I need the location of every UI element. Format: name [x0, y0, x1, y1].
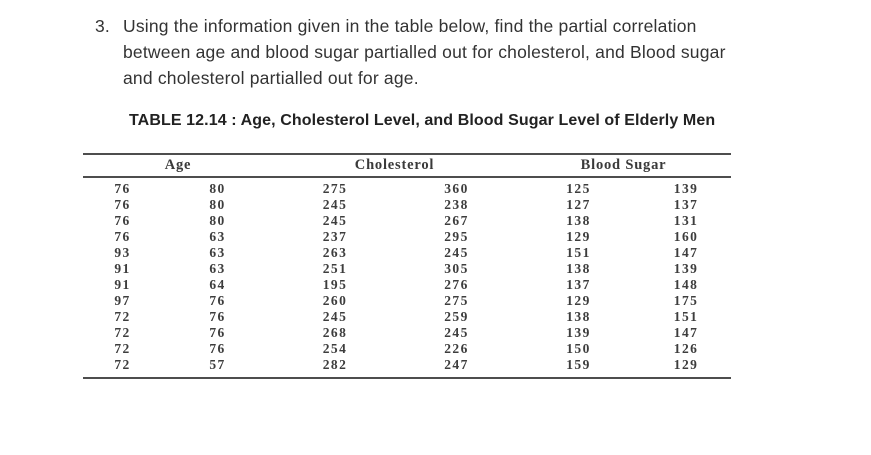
table-cell: 238: [444, 197, 469, 212]
table-cell: 245: [322, 213, 348, 228]
table-cell: 147: [673, 245, 699, 260]
table-cell: 80: [209, 181, 226, 196]
problem-statement: 3. Using the information given in the ta…: [95, 13, 726, 91]
table-cell: 159: [566, 357, 591, 372]
table-row: 97 76 260 275 129 175: [83, 293, 731, 309]
table-cell: 126: [673, 341, 699, 356]
table-row: 76 80 275 360 125 139: [83, 177, 731, 197]
table-row: 72 76 254 226 150 126: [83, 341, 731, 357]
table-cell: 268: [322, 325, 348, 340]
table-cell: 72: [114, 325, 131, 340]
table-cell: 127: [566, 197, 591, 212]
table-row: 76 80 245 238 127 137: [83, 197, 731, 213]
table-cell: 275: [322, 181, 348, 196]
table-title: TABLE 12.14 : Age, Cholesterol Level, an…: [129, 112, 716, 129]
table-cell: 305: [444, 261, 469, 276]
table-row: 76 80 245 267 138 131: [83, 213, 731, 229]
table-cell: 267: [444, 213, 469, 228]
table-cell: 57: [209, 357, 226, 372]
table-cell: 76: [114, 229, 131, 244]
table-cell: 76: [209, 325, 226, 340]
table-cell: 76: [114, 181, 131, 196]
table-cell: 275: [444, 293, 469, 308]
table-cell: 80: [209, 197, 226, 212]
table-cell: 137: [673, 197, 699, 212]
table-cell: 139: [673, 181, 699, 196]
problem-line-3: and cholesterol partialled out for age.: [123, 68, 419, 88]
table-header-row: Age Cholesterol Blood Sugar: [83, 154, 732, 178]
table-body: 76 80 275 360 125 139 76 80 245 238 127 137 76 80 245 2…: [83, 177, 731, 378]
table-cell: 63: [209, 245, 226, 260]
table-cell: 93: [114, 245, 131, 260]
table-row: 76 63 237 295 129 160: [83, 229, 731, 245]
table-cell: 72: [114, 357, 131, 372]
table-row: 93 63 263 245 151 147: [83, 245, 731, 261]
table-cell: 76: [209, 309, 226, 324]
table-cell: 276: [444, 277, 469, 292]
table-cell: 151: [673, 309, 699, 324]
table-row: 72 57 282 247 159 129: [83, 357, 731, 378]
table-cell: 360: [444, 181, 469, 196]
problem-number: 3.: [95, 16, 110, 36]
table-cell: 72: [114, 309, 131, 324]
problem-text: Using the information given in the table…: [123, 13, 726, 91]
table-cell: 125: [566, 181, 591, 196]
table-cell: 91: [114, 277, 131, 292]
table-cell: 131: [673, 213, 699, 228]
table-cell: 76: [209, 293, 226, 308]
table-cell: 80: [209, 213, 226, 228]
table-cell: 237: [322, 229, 348, 244]
table-cell: 137: [566, 277, 591, 292]
problem-line-1: Using the information given in the table…: [123, 16, 697, 36]
table-cell: 63: [209, 261, 226, 276]
table-cell: 91: [114, 261, 131, 276]
table-cell: 295: [444, 229, 469, 244]
table-cell: 148: [673, 277, 699, 292]
table-cell: 76: [114, 197, 131, 212]
table-cell: 129: [566, 293, 591, 308]
table-cell: 160: [673, 229, 699, 244]
table-cell: 254: [322, 341, 348, 356]
column-header-cholesterol: Cholesterol: [273, 154, 517, 178]
table-row: 72 76 245 259 138 151: [83, 309, 731, 325]
data-table: Age Cholesterol Blood Sugar 76 80 275 360 12…: [83, 153, 732, 379]
table-cell: 129: [673, 357, 699, 372]
table-cell: 226: [444, 341, 469, 356]
table-cell: 175: [673, 293, 699, 308]
table-cell: 260: [322, 293, 348, 308]
table-cell: 64: [209, 277, 226, 292]
table-cell: 251: [322, 261, 348, 276]
table-cell: 263: [322, 245, 348, 260]
table-cell: 245: [322, 197, 348, 212]
table-cell: 245: [444, 325, 469, 340]
column-header-blood-sugar: Blood Sugar: [516, 154, 732, 178]
table-cell: 147: [673, 325, 699, 340]
table-cell: 129: [566, 229, 591, 244]
table-cell: 195: [322, 277, 348, 292]
table-cell: 245: [444, 245, 469, 260]
table-cell: 150: [566, 341, 591, 356]
table-cell: 151: [566, 245, 591, 260]
table-cell: 139: [673, 261, 699, 276]
table-row: 91 63 251 305 138 139: [83, 261, 731, 277]
table-cell: 282: [322, 357, 348, 372]
table-cell: 245: [322, 309, 348, 324]
table-cell: 139: [566, 325, 591, 340]
table-cell: 97: [114, 293, 131, 308]
table-cell: 76: [114, 213, 131, 228]
table-cell: 138: [566, 309, 591, 324]
column-header-age: Age: [83, 154, 273, 178]
table-cell: 63: [209, 229, 226, 244]
table-cell: 72: [114, 341, 131, 356]
table-cell: 259: [444, 309, 469, 324]
table-cell: 247: [444, 357, 469, 372]
table-row: 91 64 195 276 137 148: [83, 277, 731, 293]
table-cell: 138: [566, 213, 591, 228]
table-cell: 138: [566, 261, 591, 276]
table-row: 72 76 268 245 139 147: [83, 325, 731, 341]
table-cell: 76: [209, 341, 226, 356]
problem-line-2: between age and blood sugar partialled o…: [123, 42, 726, 62]
